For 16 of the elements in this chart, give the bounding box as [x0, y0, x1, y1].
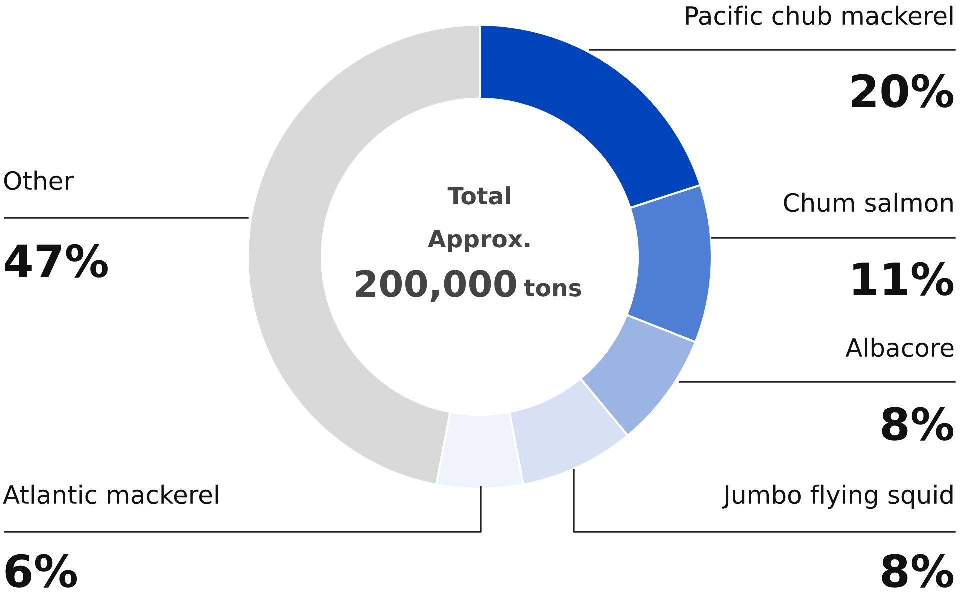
data-label: 6%	[6, 554, 78, 588]
slice-label: Albacore	[846, 338, 954, 358]
data-label: 8%	[882, 554, 954, 588]
text: tons	[524, 280, 582, 297]
slice-label: Chum salmon	[784, 192, 953, 212]
slice-label: Pacific chub mackerel	[686, 6, 953, 26]
slice-label: Atlantic mackerel	[3, 484, 218, 504]
data-label: 47%	[5, 244, 108, 278]
text: Approx.	[428, 230, 530, 252]
data-label: 8%	[882, 407, 954, 441]
slice-label: Jumbo flying squid	[722, 484, 953, 510]
text: Total	[448, 186, 510, 205]
slice-label: Other	[4, 170, 74, 190]
data-label: 20%	[852, 74, 954, 108]
text: 200,000	[356, 270, 516, 302]
data-label: 11%	[854, 262, 954, 296]
